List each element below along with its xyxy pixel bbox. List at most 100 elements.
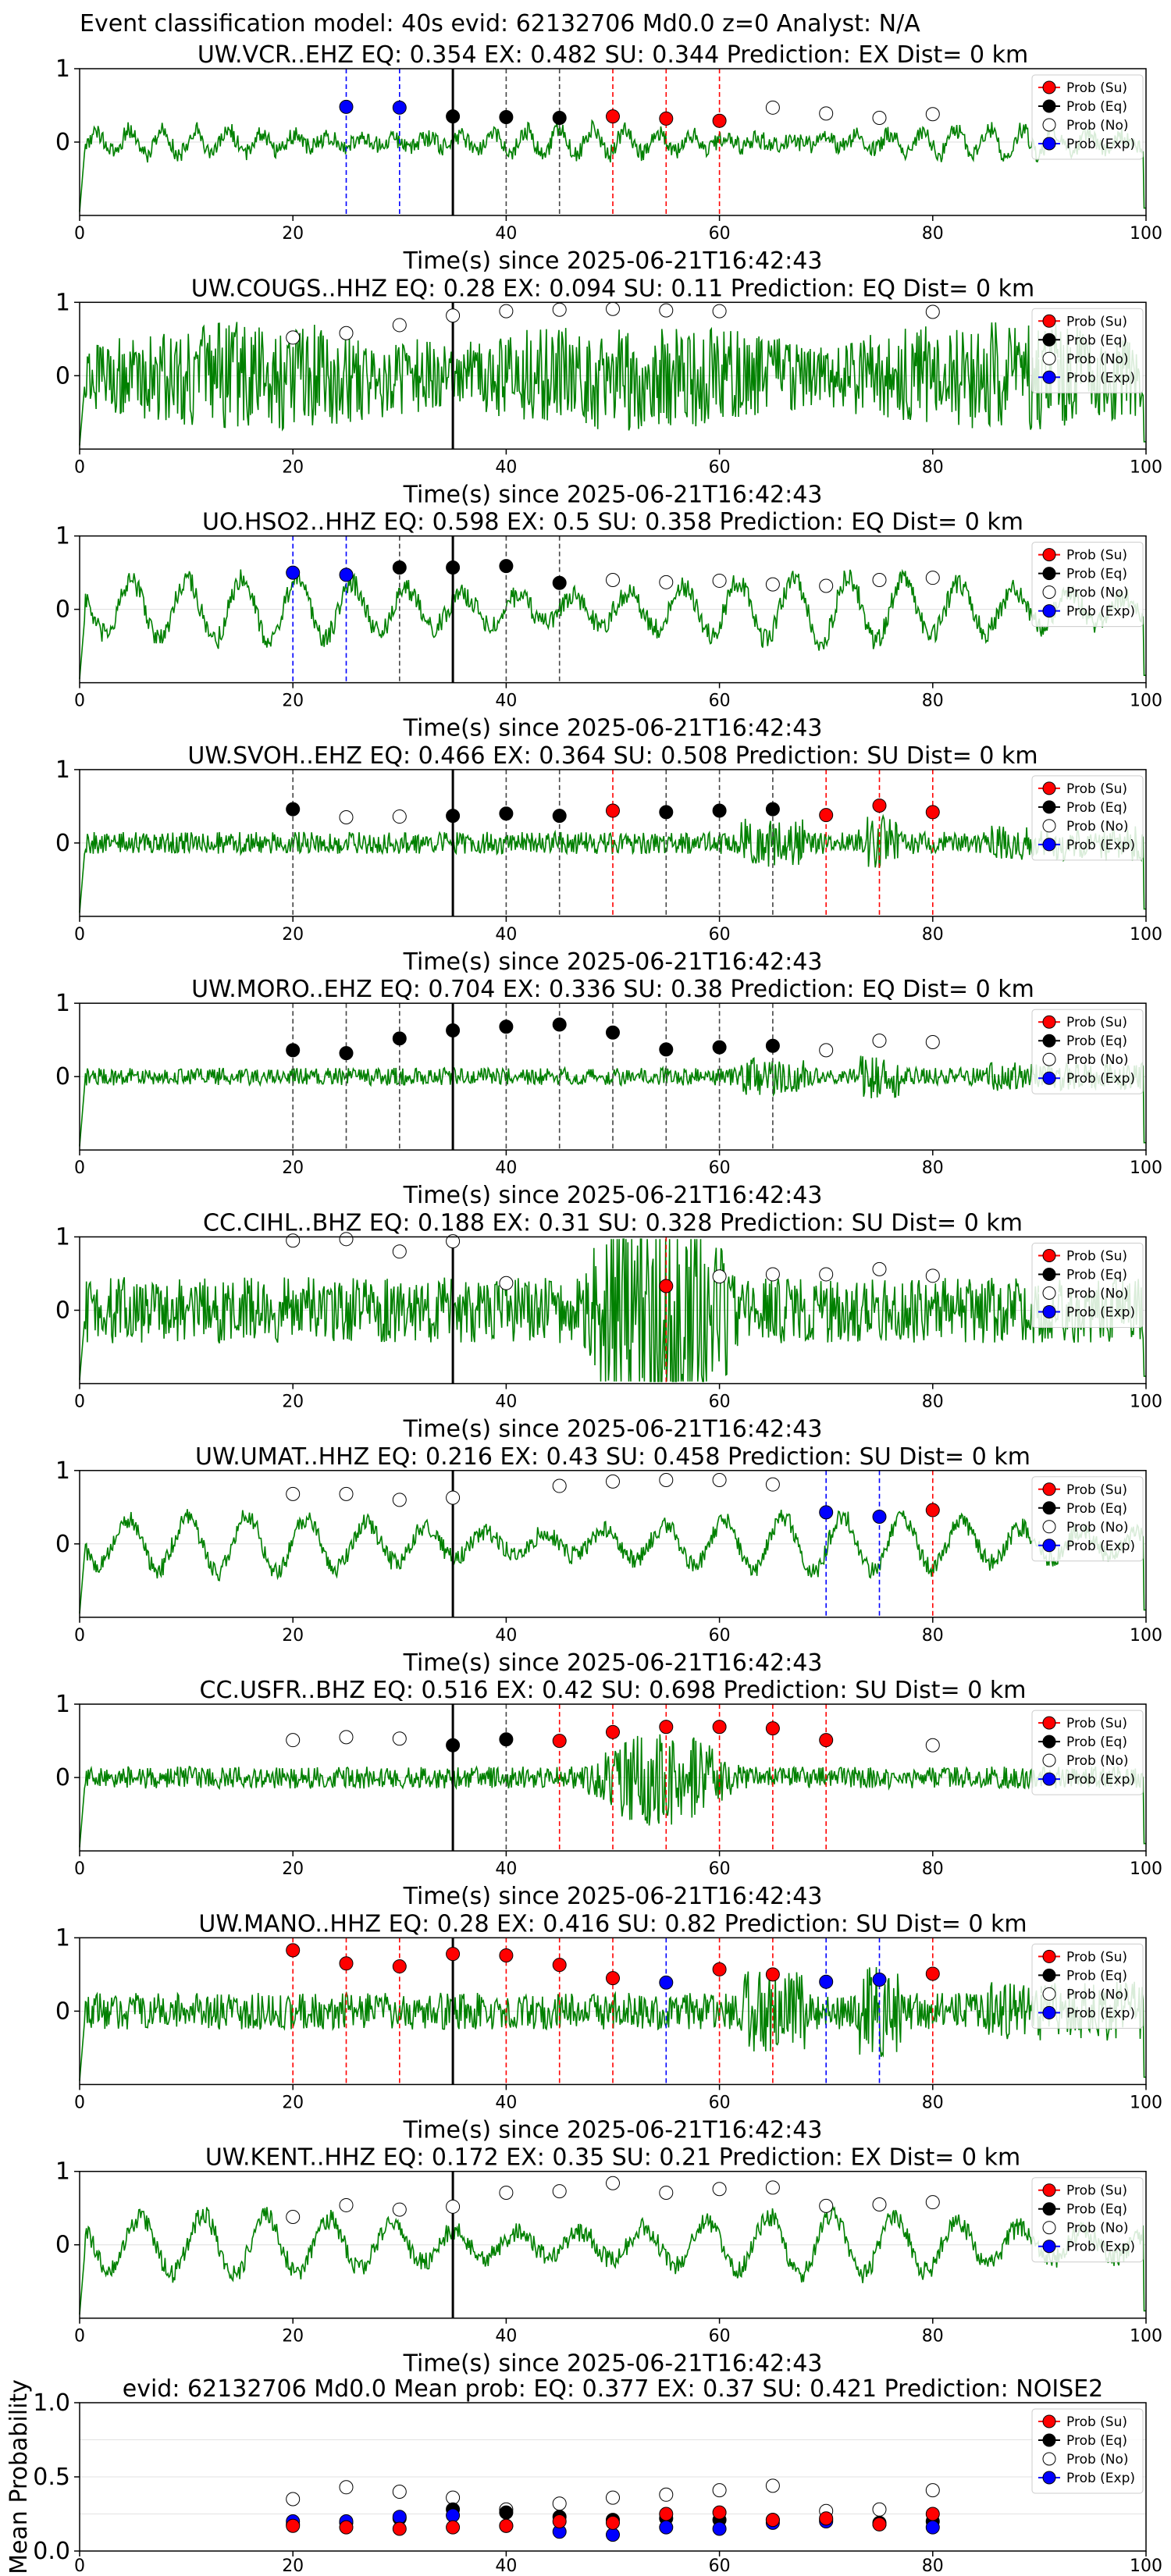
- x-tick-label: 40: [495, 457, 517, 477]
- panel-2-legend-marker-eq: [1042, 333, 1056, 347]
- x-tick-label: 80: [922, 692, 944, 711]
- panel-1-legend-label-ex: Prob (Exp): [1066, 137, 1135, 152]
- prob-marker-no: [499, 304, 514, 318]
- x-tick-label: 40: [495, 2327, 517, 2347]
- prob-marker-eq: [659, 1042, 674, 1057]
- prob-marker-no: [872, 1034, 887, 1048]
- x-tick-label: 60: [709, 457, 731, 477]
- prob-marker-su: [659, 1279, 674, 1293]
- panel-title: UW.UMAT..HHZ EQ: 0.216 EX: 0.43 SU: 0.45…: [195, 1443, 1030, 1471]
- panel-6-legend-marker-eq: [1042, 1268, 1056, 1281]
- x-axis-label: Time(s) since 2025-06-21T16:42:43: [403, 1416, 823, 1443]
- summary-point-ex: [659, 2520, 674, 2535]
- panel-8-legend-marker-ex: [1042, 1772, 1056, 1786]
- summary-y-axis-label: Mean Probability: [5, 2379, 33, 2574]
- prob-marker-no: [286, 1733, 301, 1748]
- x-tick-label: 80: [922, 1393, 944, 1412]
- prob-marker-eq: [765, 1038, 780, 1053]
- prob-marker-no: [712, 1269, 727, 1284]
- y-tick-label: 1: [55, 289, 70, 316]
- summary-point-su: [872, 2517, 887, 2532]
- x-tick-label: 100: [1130, 1393, 1162, 1412]
- panel-9-legend-label-no: Prob (No): [1066, 1987, 1129, 2002]
- prob-marker-su: [552, 1734, 567, 1749]
- prob-marker-no: [286, 330, 301, 345]
- panel-7-legend-marker-su: [1042, 1482, 1056, 1496]
- panel-1-legend: [1031, 74, 1144, 160]
- panel-2-legend-label-no: Prob (No): [1066, 351, 1129, 367]
- summary-point-su: [286, 2518, 301, 2533]
- panel-8-legend-marker-su: [1042, 1716, 1056, 1730]
- x-tick-label: 20: [282, 224, 304, 244]
- prob-marker-su: [819, 1733, 834, 1748]
- panel-6: CC.CIHL..BHZ EQ: 0.188 EX: 0.31 SU: 0.32…: [55, 1210, 1162, 1443]
- panel-7-legend-marker-no: [1042, 1520, 1056, 1534]
- prob-marker-no: [552, 302, 567, 317]
- x-tick-label: 20: [282, 925, 304, 945]
- panel-3-legend-label-eq: Prob (Eq): [1066, 567, 1127, 582]
- prob-marker-eq: [499, 110, 514, 125]
- summary-point-su: [712, 2505, 727, 2520]
- prob-marker-su: [925, 1503, 940, 1517]
- summary-point-ex: [925, 2520, 940, 2535]
- summary-point-no: [339, 2480, 354, 2495]
- panel-title: UW.VCR..EHZ EQ: 0.354 EX: 0.482 SU: 0.34…: [198, 41, 1028, 69]
- summary-x-tick-label: 40: [495, 2556, 517, 2576]
- prob-marker-no: [872, 1261, 887, 1276]
- prob-marker-no: [552, 2184, 567, 2199]
- panel-10-legend-label-no: Prob (No): [1066, 2221, 1129, 2236]
- summary-legend-marker-su: [1042, 2414, 1056, 2428]
- panel-10-legend-label-eq: Prob (Eq): [1066, 2202, 1127, 2218]
- summary-point-su: [499, 2518, 514, 2533]
- x-tick-label: 100: [1130, 1158, 1162, 1178]
- prob-marker-no: [392, 1244, 407, 1259]
- summary-title: evid: 62132706 Md0.0 Mean prob: EQ: 0.37…: [123, 2375, 1104, 2403]
- x-tick-label: 80: [922, 2093, 944, 2112]
- panel-5-legend-label-no: Prob (No): [1066, 1052, 1129, 1068]
- prob-marker-no: [446, 308, 461, 323]
- x-tick-label: 60: [709, 692, 731, 711]
- prob-marker-su: [712, 113, 727, 128]
- prob-marker-eq: [606, 1025, 620, 1040]
- summary-point-eq: [499, 2505, 514, 2520]
- panel-3-legend: [1031, 542, 1144, 628]
- panel-8: CC.USFR..BHZ EQ: 0.516 EX: 0.42 SU: 0.69…: [55, 1677, 1162, 1910]
- prob-marker-no: [286, 1233, 301, 1248]
- panel-1-legend-label-eq: Prob (Eq): [1066, 99, 1127, 115]
- summary-x-tick-label: 20: [282, 2556, 304, 2576]
- panel-10-legend-label-ex: Prob (Exp): [1066, 2240, 1135, 2255]
- y-tick-label: 0: [55, 1531, 70, 1558]
- prob-marker-no: [925, 571, 940, 585]
- x-tick-label: 40: [495, 2093, 517, 2112]
- x-axis-label: Time(s) since 2025-06-21T16:42:43: [403, 1649, 823, 1677]
- panel-8-legend-marker-eq: [1042, 1735, 1056, 1749]
- x-axis-label: Time(s) since 2025-06-21T16:42:43: [403, 1182, 823, 1209]
- prob-marker-su: [659, 111, 674, 126]
- prob-marker-su: [606, 1724, 620, 1739]
- x-tick-label: 20: [282, 2093, 304, 2112]
- panel-10-legend: [1031, 2177, 1144, 2263]
- prob-marker-eq: [499, 1019, 514, 1034]
- waveform-trace: [79, 568, 1146, 679]
- prob-marker-eq: [392, 1031, 407, 1046]
- waveform-trace: [79, 1055, 1146, 1147]
- summary-point-no: [286, 2492, 301, 2507]
- panel-4-legend-marker-su: [1042, 781, 1056, 795]
- waveform-trace: [79, 1966, 1146, 2081]
- x-tick-label: 40: [495, 925, 517, 945]
- y-tick-label: 0: [55, 1764, 70, 1791]
- summary-point-no: [712, 2483, 727, 2498]
- summary-point-no: [925, 2483, 940, 2498]
- panel-1-legend-marker-eq: [1042, 99, 1056, 113]
- summary-x-tick-label: 60: [709, 2556, 731, 2576]
- summary-legend-label-no: Prob (No): [1066, 2452, 1129, 2467]
- panel-2-legend-marker-su: [1042, 314, 1056, 328]
- panel-7: UW.UMAT..HHZ EQ: 0.216 EX: 0.43 SU: 0.45…: [55, 1443, 1162, 1677]
- panel-2-legend-label-eq: Prob (Eq): [1066, 333, 1127, 348]
- panel-7-legend: [1031, 1476, 1144, 1562]
- y-tick-label: 1: [55, 2158, 70, 2186]
- x-axis-label: Time(s) since 2025-06-21T16:42:43: [403, 481, 823, 508]
- prob-marker-su: [339, 1956, 354, 1971]
- x-tick-label: 60: [709, 224, 731, 244]
